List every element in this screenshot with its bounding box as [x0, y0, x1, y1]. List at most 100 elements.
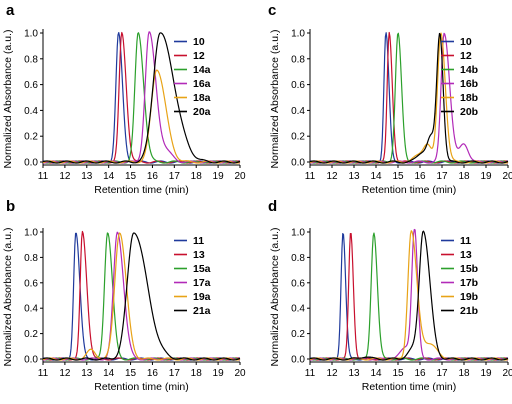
x-tick-label: 18	[191, 171, 203, 182]
x-axis-title: Retention time (min)	[94, 381, 189, 393]
legend-label: 12	[460, 50, 472, 62]
legend-label: 15a	[193, 263, 211, 275]
chart-panel-c: c 11 12 13 14 15 16 17 18 19 20 0.0 0.2 0.4 0.6 0.8 1.0 R…	[268, 2, 512, 196]
x-tick-label: 11	[305, 368, 316, 379]
legend-label: 20b	[460, 106, 478, 118]
legend-label: 21a	[193, 305, 211, 317]
series-line-18b	[309, 32, 509, 164]
y-tick-label: 0.6	[291, 80, 305, 91]
legend-label: 17b	[460, 277, 478, 289]
y-tick-label: 0.2	[24, 329, 38, 340]
series-line-12	[309, 31, 509, 164]
series-line-20b	[309, 32, 509, 164]
x-tick-label: 11	[38, 368, 49, 379]
x-tick-label: 18	[458, 368, 470, 379]
x-tick-label: 13	[81, 171, 93, 182]
y-tick-label: 0.4	[24, 106, 38, 117]
y-tick-label: 0.0	[24, 355, 38, 366]
y-tick-label: 0.6	[291, 278, 305, 289]
x-tick-label: 12	[326, 368, 338, 379]
legend-label: 10	[193, 36, 205, 48]
x-tick-label: 17	[169, 171, 181, 182]
x-tick-label: 15	[125, 368, 137, 379]
series-line-21b	[309, 230, 509, 361]
panel-letter: d	[268, 198, 277, 215]
x-tick-label: 16	[414, 368, 426, 379]
y-tick-label: 0.0	[291, 355, 305, 366]
x-tick-label: 20	[502, 368, 512, 379]
series-line-21a	[42, 232, 241, 361]
y-tick-label: 1.0	[291, 29, 305, 40]
x-tick-label: 16	[147, 368, 159, 379]
x-tick-label: 19	[480, 171, 492, 182]
legend-label: 17a	[193, 277, 211, 289]
x-tick-label: 19	[213, 368, 225, 379]
y-tick-label: 0.2	[291, 132, 305, 143]
x-tick-label: 12	[59, 171, 71, 182]
chart-panel-a: a 11 12 13 14 15 16 17 18 19 20 0.0 0.2 0.4 0.6 0.8 1.0 R…	[2, 2, 246, 196]
legend-label: 16a	[193, 78, 211, 90]
x-axis-title: Retention time (min)	[362, 184, 457, 196]
y-tick-label: 0.8	[24, 253, 38, 264]
legend-label: 14b	[460, 64, 478, 76]
y-tick-label: 0.8	[291, 54, 305, 65]
x-tick-label: 19	[213, 171, 225, 182]
y-tick-label: 0.8	[24, 54, 38, 65]
y-tick-label: 0.4	[291, 304, 305, 315]
x-tick-label: 16	[147, 171, 159, 182]
series-line-20a	[42, 32, 241, 164]
legend-label: 16b	[460, 78, 478, 90]
legend-label: 19a	[193, 291, 211, 303]
x-tick-label: 13	[348, 171, 360, 182]
y-tick-label: 0.4	[291, 106, 305, 117]
series-line-14b	[309, 32, 509, 164]
x-tick-label: 14	[370, 368, 382, 379]
x-tick-label: 14	[370, 171, 382, 182]
x-tick-label: 17	[169, 368, 181, 379]
x-tick-label: 20	[502, 171, 512, 182]
panel-letter: c	[268, 2, 276, 19]
legend-label: 11	[193, 235, 204, 247]
legend-label: 12	[193, 50, 205, 62]
y-axis-title: Normalized Absorbance (a.u.)	[2, 228, 14, 367]
x-tick-label: 11	[38, 171, 49, 182]
y-tick-label: 0.6	[24, 278, 38, 289]
x-tick-label: 13	[348, 368, 360, 379]
legend-label: 18b	[460, 92, 478, 104]
x-tick-label: 14	[103, 368, 115, 379]
x-axis-title: Retention time (min)	[362, 381, 457, 393]
y-tick-label: 0.2	[24, 132, 38, 143]
panel-letter: a	[6, 2, 15, 19]
legend-label: 14a	[193, 64, 211, 76]
x-tick-label: 20	[234, 171, 246, 182]
x-tick-label: 12	[59, 368, 71, 379]
legend-label: 15b	[460, 263, 478, 275]
legend-label: 11	[460, 235, 471, 247]
legend-label: 20a	[193, 106, 211, 118]
y-tick-label: 0.8	[291, 253, 305, 264]
y-axis-title: Normalized Absorbance (a.u.)	[269, 228, 281, 367]
chart-panel-d: d 11 12 13 14 15 16 17 18 19 20 0.0 0.2 0.4 0.6 0.8 1.0 R…	[268, 198, 512, 393]
y-tick-label: 1.0	[24, 228, 38, 239]
legend-label: 13	[460, 249, 472, 261]
legend-label: 13	[193, 249, 205, 261]
y-tick-label: 1.0	[24, 29, 38, 40]
x-axis-title: Retention time (min)	[94, 184, 189, 196]
x-tick-label: 15	[125, 171, 137, 182]
y-tick-label: 0.0	[291, 158, 305, 169]
series-line-10	[309, 32, 509, 164]
y-axis-title: Normalized Absorbance (a.u.)	[269, 30, 281, 169]
x-tick-label: 12	[326, 171, 338, 182]
x-tick-label: 16	[414, 171, 426, 182]
legend-label: 19b	[460, 291, 478, 303]
legend-label: 21b	[460, 305, 478, 317]
y-axis-title: Normalized Absorbance (a.u.)	[2, 30, 14, 169]
y-tick-label: 0.0	[24, 158, 38, 169]
y-tick-label: 0.4	[24, 304, 38, 315]
x-tick-label: 20	[234, 368, 246, 379]
legend-label: 10	[460, 36, 472, 48]
x-tick-label: 17	[436, 368, 448, 379]
x-tick-label: 18	[458, 171, 470, 182]
x-tick-label: 19	[480, 368, 492, 379]
